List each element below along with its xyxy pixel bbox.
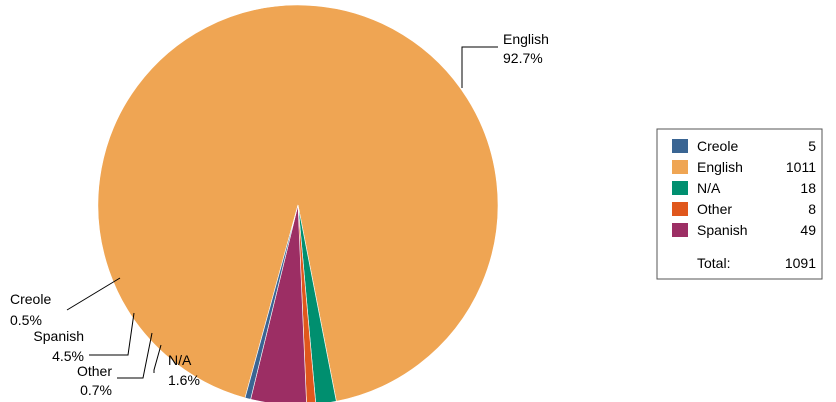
- slice-percent-n-a: 1.6%: [168, 372, 200, 388]
- legend-value-other: 8: [808, 201, 816, 217]
- legend-total-label: Total:: [697, 255, 730, 271]
- legend-label-other: Other: [697, 201, 732, 217]
- legend: Creole 5 English 1011 N/A 18 Other 8 Spanish 49 T…: [656, 128, 823, 280]
- slice-label-spanish: Spanish: [33, 328, 84, 344]
- slice-percent-spanish: 4.5%: [52, 348, 84, 364]
- pie-slice-english: [97, 4, 499, 402]
- legend-swatch-other: [672, 202, 688, 216]
- legend-swatch-english: [672, 160, 688, 174]
- legend-label-n-a: N/A: [697, 180, 721, 196]
- legend-value-creole: 5: [808, 138, 816, 154]
- pie-slice-n-a: [297, 204, 337, 402]
- slice-label-creole: Creole: [10, 291, 51, 307]
- leader-line-english: [461, 46, 498, 88]
- leader-line-creole: [66, 277, 121, 311]
- legend-total-value: 1091: [785, 255, 816, 271]
- slice-label-english: English: [503, 31, 549, 47]
- legend-label-spanish: Spanish: [697, 222, 748, 238]
- legend-label-english: English: [697, 159, 743, 175]
- legend-value-english: 1011: [786, 159, 816, 175]
- legend-swatch-n-a: [672, 181, 688, 195]
- slice-label-other: Other: [77, 363, 112, 379]
- leader-line-other: [117, 332, 153, 379]
- slice-percent-english: 92.7%: [503, 50, 543, 66]
- leader-line-spanish: [89, 312, 135, 356]
- legend-value-n-a: 18: [800, 180, 816, 196]
- pie-slice-other: [297, 204, 316, 402]
- legend-swatch-creole: [672, 139, 688, 153]
- pie-slice-creole: [244, 204, 299, 400]
- legend-label-creole: Creole: [697, 138, 738, 154]
- slice-label-n-a: N/A: [168, 352, 192, 368]
- slice-percent-other: 0.7%: [80, 382, 112, 398]
- pie-slices: [97, 4, 499, 402]
- legend-swatch-spanish: [672, 223, 688, 237]
- leader-lines: [66, 46, 498, 379]
- legend-value-spanish: 49: [800, 222, 816, 238]
- leader-line-n-a: [153, 344, 162, 373]
- slice-labels: English 92.7% N/A 1.6% Other 0.7% Spanish 4.5% C…: [10, 31, 549, 398]
- slice-percent-creole: 0.5%: [10, 312, 42, 328]
